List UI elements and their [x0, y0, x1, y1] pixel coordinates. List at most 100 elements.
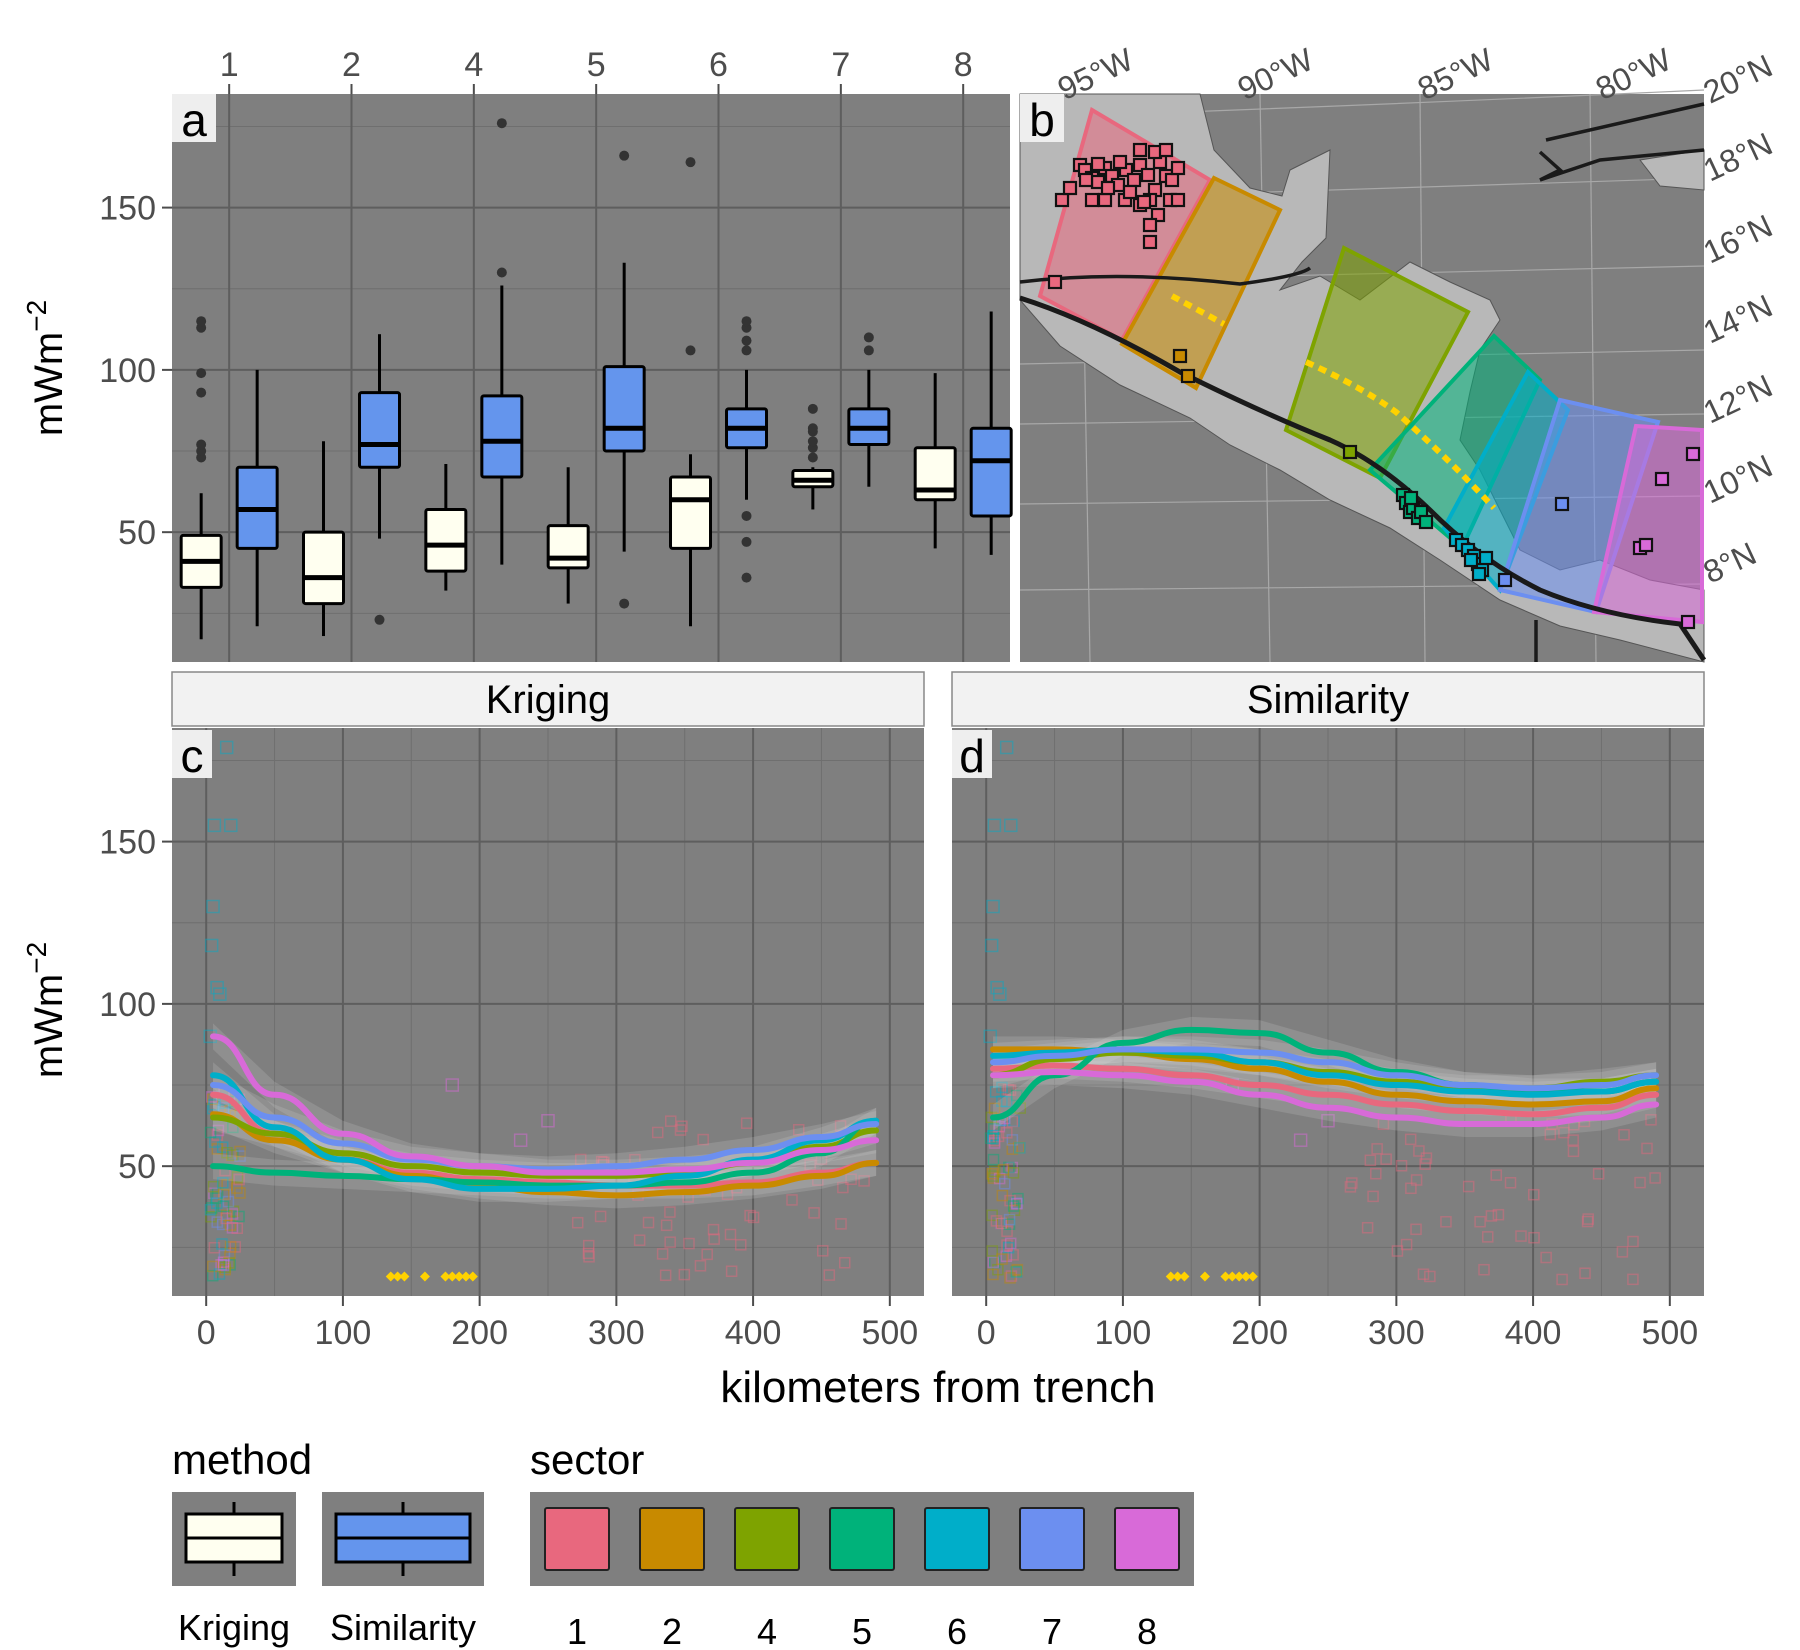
observation-marker [989, 1165, 1001, 1178]
observation-marker [1371, 1143, 1383, 1155]
observation-marker [724, 1228, 737, 1241]
observation-marker [234, 1150, 246, 1162]
arc-marker [467, 1271, 478, 1282]
box-outlier [807, 436, 818, 447]
observation-marker [1634, 1176, 1646, 1189]
observation-marker [1413, 1145, 1425, 1157]
observation-marker [571, 1216, 584, 1229]
arc-marker [419, 1271, 430, 1282]
x-tick-label: 500 [861, 1314, 918, 1352]
legend-sector-keys: 1 2 4 5 6 7 8 [530, 1492, 1194, 1650]
volcanic-arc [1170, 293, 1497, 511]
heatflow-site-marker [1342, 444, 1358, 460]
sector-8-polygon [1591, 423, 1704, 625]
heatflow-site-marker [1478, 550, 1494, 566]
x-tick-label: 100 [315, 1314, 372, 1352]
observation-marker [990, 980, 1004, 995]
map-sectors [1037, 106, 1704, 625]
x-tick-label: 4 [464, 46, 483, 84]
observation-marker [210, 980, 224, 995]
strip-similarity-box [951, 671, 1705, 727]
heatflow-site-marker [1463, 552, 1479, 568]
x-tick-label: 7 [831, 46, 850, 84]
observation-marker [233, 1210, 245, 1223]
observation-marker [996, 1217, 1008, 1229]
heatflow-site-marker [1638, 537, 1654, 553]
boxplot-similarity-8 [969, 311, 1013, 555]
y-tick-label: 100 [99, 352, 156, 390]
smooth-line-sector-8 [990, 1069, 1660, 1127]
observation-marker [1440, 1216, 1452, 1228]
heatflow-site-marker [1142, 217, 1158, 233]
observation-marker [594, 1210, 607, 1223]
panel-d-arc-markers [1165, 1271, 1258, 1282]
arc-marker [1172, 1271, 1183, 1282]
observation-marker [1410, 1174, 1423, 1186]
strip-kriging-box [171, 671, 925, 727]
observation-marker [1405, 1182, 1417, 1195]
observation-marker [1001, 1239, 1013, 1251]
observation-marker [1370, 1167, 1382, 1180]
panel-b-tag-box [1020, 94, 1064, 142]
observation-marker [1364, 1154, 1377, 1167]
observation-marker [993, 1120, 1006, 1133]
observation-marker [226, 1222, 239, 1234]
heatflow-site-marker [1054, 192, 1070, 208]
observation-marker [642, 1216, 655, 1229]
observation-marker [211, 1197, 223, 1209]
observation-marker [1007, 1167, 1020, 1179]
observation-marker [988, 1123, 1000, 1135]
heatflow-site-marker [1132, 142, 1148, 158]
map-faults [1019, 102, 1707, 662]
observation-marker [1001, 1225, 1013, 1237]
observation-marker [1000, 1095, 1013, 1108]
panel-a-background [172, 94, 1010, 662]
smooth-line-sector-5 [210, 1117, 880, 1189]
legend-sector-label: 6 [947, 1611, 967, 1650]
y-label-unit: mWm [27, 974, 71, 1078]
panel-c-grid [172, 728, 924, 1296]
observation-marker [701, 1248, 713, 1261]
observation-marker [708, 1233, 720, 1245]
observation-marker [996, 1095, 1008, 1107]
observation-marker [1004, 1237, 1017, 1250]
observation-marker [1001, 1127, 1013, 1139]
observation-marker [217, 1200, 230, 1213]
panel-c-x-ticks: 0 100 200 300 400 500 [197, 1296, 918, 1352]
observation-marker [1515, 1230, 1527, 1242]
panel-c-smooth-lines [210, 1023, 880, 1209]
sector-2-polygon [1119, 175, 1283, 391]
boxplot-similarity-7 [847, 332, 891, 487]
observation-marker [1010, 1265, 1023, 1278]
observation-marker [231, 1222, 243, 1235]
observation-marker [227, 1205, 240, 1218]
observation-marker [1540, 1251, 1552, 1264]
boxplot-kriging-4 [424, 464, 468, 591]
panel-d-scatter [983, 740, 1661, 1286]
observation-marker [204, 1126, 217, 1139]
observation-marker [583, 1239, 595, 1252]
observation-marker [1011, 1198, 1023, 1210]
observation-marker [823, 1269, 836, 1281]
x-tick-label: 300 [1368, 1314, 1425, 1352]
observation-marker [986, 1209, 998, 1222]
box-outlier [196, 387, 207, 398]
observation-marker [1645, 1114, 1657, 1126]
observation-marker [993, 1172, 1006, 1185]
observation-marker [218, 1249, 231, 1262]
smooth-line-sector-8 [210, 1033, 880, 1176]
box-outlier [863, 345, 874, 356]
observation-marker [1474, 1215, 1486, 1228]
observation-marker [212, 1124, 225, 1137]
boxplot-similarity-6 [725, 316, 769, 583]
observation-marker [987, 1256, 1000, 1269]
map-heatflow-sites [1047, 142, 1701, 630]
observation-marker [1424, 1270, 1436, 1283]
smooth-line-sector-2 [210, 1111, 880, 1199]
observation-marker [211, 1216, 223, 1228]
heatflow-site-marker [1142, 234, 1158, 250]
observation-marker [219, 1261, 231, 1274]
observation-marker [217, 1256, 230, 1269]
smooth-line-sector-7 [990, 1046, 1660, 1092]
observation-marker [1490, 1169, 1503, 1181]
